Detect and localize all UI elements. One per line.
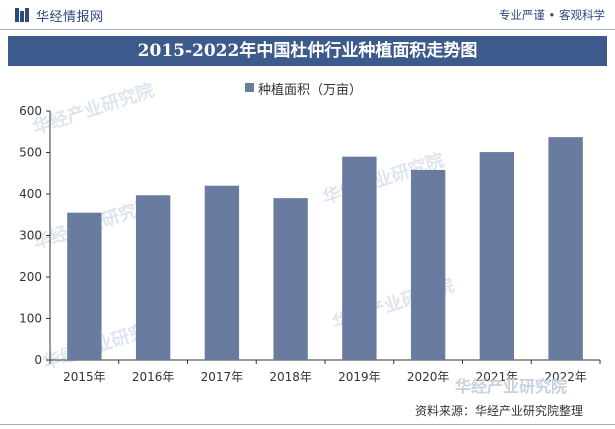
bar xyxy=(342,156,377,360)
x-tick-label: 2015年 xyxy=(63,370,106,384)
bottom-divider xyxy=(0,424,615,425)
y-tick-label: 300 xyxy=(19,229,42,243)
y-tick-label: 200 xyxy=(19,270,42,284)
y-tick-label: 100 xyxy=(19,312,42,326)
legend-swatch xyxy=(245,83,254,92)
tagline: 专业严谨 • 客观科学 xyxy=(498,8,605,22)
logo-icon xyxy=(15,8,29,22)
x-tick-label: 2017年 xyxy=(201,370,244,384)
bar xyxy=(135,195,171,360)
title-band: 2015-2022年中国杜仲行业种植面积走势图 xyxy=(8,36,607,66)
bar xyxy=(548,137,583,360)
x-tick-label: 2020年 xyxy=(407,370,450,384)
top-bar: 华经情报网 专业严谨 • 客观科学 xyxy=(0,0,615,30)
bar xyxy=(67,212,102,360)
legend-label: 种植面积（万亩） xyxy=(258,83,363,98)
watermark-corner: 华经产业研究院 xyxy=(455,377,568,396)
bar xyxy=(273,198,308,360)
x-tick-label: 2016年 xyxy=(132,370,175,384)
y-tick-label: 600 xyxy=(19,104,42,118)
bar xyxy=(204,185,240,360)
source-note: 资料来源：华经产业研究院整理 xyxy=(415,404,584,418)
bar xyxy=(479,152,515,360)
x-tick-label: 2018年 xyxy=(269,370,312,384)
logo-text: 华经情报网 xyxy=(36,10,104,25)
x-tick-label: 2022年 xyxy=(544,370,587,384)
bar xyxy=(410,169,446,360)
y-tick-label: 400 xyxy=(19,187,42,201)
chart-title: 2015-2022年中国杜仲行业种植面积走势图 xyxy=(137,41,478,61)
y-tick-label: 0 xyxy=(34,353,42,367)
y-tick-label: 500 xyxy=(19,146,42,160)
x-tick-label: 2021年 xyxy=(476,370,519,384)
x-tick-label: 2019年 xyxy=(338,370,381,384)
